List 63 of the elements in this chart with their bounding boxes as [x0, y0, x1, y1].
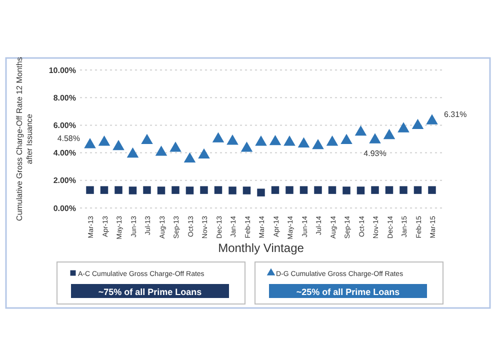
point	[157, 186, 166, 194]
point	[385, 186, 394, 194]
point	[269, 134, 282, 146]
point	[184, 152, 196, 163]
text: ~25% of all Prime Loans	[296, 287, 400, 297]
point	[400, 186, 408, 194]
point	[342, 186, 350, 194]
point	[172, 186, 180, 194]
y-tick-label: 10.00%	[48, 66, 76, 75]
point	[369, 133, 381, 144]
point	[328, 186, 336, 194]
point	[284, 136, 296, 146]
point	[155, 146, 168, 156]
point	[286, 186, 294, 194]
y-tick-label: 4.00%	[53, 148, 76, 158]
point	[240, 142, 253, 152]
point	[354, 125, 367, 136]
point	[170, 142, 182, 152]
point	[398, 122, 410, 132]
data-label: 4.93%	[364, 148, 386, 158]
point	[226, 134, 238, 145]
point	[198, 148, 210, 159]
point	[112, 140, 124, 150]
point	[298, 137, 310, 148]
data-label: 6.31%	[444, 110, 467, 119]
point	[141, 134, 153, 144]
point	[214, 186, 222, 194]
point	[100, 186, 108, 194]
point	[326, 136, 338, 146]
point	[340, 134, 352, 144]
point	[412, 118, 424, 130]
y-tick-label: 0.00%	[53, 204, 76, 213]
point	[200, 186, 208, 194]
point	[312, 138, 324, 150]
point	[428, 186, 436, 194]
point	[186, 186, 194, 194]
point	[84, 138, 96, 148]
point	[86, 186, 94, 194]
y-tick-label: 6.00%	[53, 121, 76, 130]
point	[371, 186, 379, 194]
point	[314, 186, 322, 194]
x-axis-title: Monthly Vintage	[218, 241, 304, 255]
point	[426, 114, 438, 124]
point	[242, 186, 251, 194]
y-axis-title: Cumulative Gross Charge-Off Rate 12 Months after Issuance	[15, 57, 34, 221]
point	[228, 186, 236, 194]
point	[271, 186, 280, 194]
point	[212, 132, 224, 142]
point	[257, 188, 265, 196]
point	[114, 186, 122, 194]
point	[356, 186, 365, 194]
point	[126, 147, 139, 158]
point	[98, 136, 110, 146]
y-tick-label: 2.00%	[53, 176, 76, 186]
point	[255, 136, 267, 146]
point	[128, 186, 137, 194]
y-tick-label: 8.00%	[53, 93, 76, 102]
point	[414, 186, 422, 194]
point	[143, 186, 151, 194]
point	[383, 128, 396, 140]
text: ~75% of all Prime Loans	[98, 287, 202, 297]
point	[300, 186, 308, 194]
data-label: 4.58%	[57, 134, 80, 143]
